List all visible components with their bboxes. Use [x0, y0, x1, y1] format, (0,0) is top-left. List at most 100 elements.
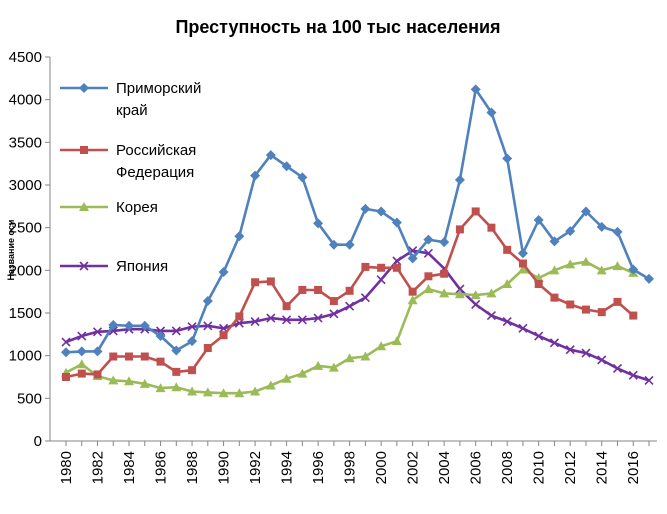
data-point — [218, 267, 229, 278]
y-tick-label: 3000 — [9, 177, 42, 194]
data-point — [345, 286, 354, 295]
data-point — [125, 352, 134, 361]
data-point — [549, 236, 560, 247]
data-point — [454, 289, 465, 299]
x-tick-label: 1990 — [216, 451, 233, 484]
data-point — [345, 301, 355, 311]
data-point — [203, 343, 212, 352]
data-point — [313, 218, 324, 229]
legend-entry-1: Приморский край — [60, 80, 201, 119]
data-point — [79, 202, 89, 211]
data-point — [360, 293, 370, 303]
data-point — [79, 83, 89, 93]
data-point — [502, 278, 513, 288]
data-point — [187, 386, 198, 396]
data-point — [234, 231, 245, 242]
data-point — [612, 261, 623, 271]
data-point — [628, 264, 639, 275]
x-tick-label: 1984 — [121, 451, 138, 484]
y-axis-label: Название оси — [6, 220, 16, 281]
legend-label: Федерация — [116, 164, 194, 181]
data-point — [313, 360, 324, 370]
data-point — [566, 300, 575, 309]
data-point — [423, 234, 434, 245]
series-layer — [61, 84, 654, 398]
data-point — [376, 341, 387, 351]
y-tick-label: 1500 — [9, 305, 42, 322]
data-point — [597, 355, 607, 365]
data-point — [171, 345, 182, 356]
x-tick-label: 1998 — [342, 451, 359, 484]
x-tick-label: 2012 — [562, 451, 579, 484]
data-point — [79, 261, 89, 271]
data-point — [533, 214, 544, 225]
x-tick-label: 1988 — [184, 451, 201, 484]
legend-label: Япония — [116, 258, 168, 275]
data-point — [596, 221, 607, 232]
x-tick-label: 2010 — [531, 451, 548, 484]
legend-entry-4: Япония — [60, 258, 168, 275]
data-point — [314, 285, 323, 294]
data-point — [92, 327, 103, 337]
data-point — [502, 153, 513, 164]
data-point — [392, 256, 402, 266]
data-point — [92, 346, 103, 357]
data-point — [360, 203, 371, 214]
data-point — [550, 293, 559, 302]
data-point — [235, 312, 244, 321]
data-point — [140, 352, 149, 361]
data-point — [376, 275, 386, 285]
data-point — [187, 336, 198, 347]
data-point — [188, 366, 197, 375]
data-point — [580, 206, 591, 217]
data-point — [486, 107, 497, 118]
data-point — [203, 321, 213, 331]
data-point — [407, 253, 418, 264]
y-tick-label: 500 — [17, 390, 42, 407]
data-point — [486, 288, 497, 298]
data-point — [455, 284, 465, 294]
x-tick-label: 2004 — [436, 451, 453, 484]
x-tick-label: 2006 — [468, 451, 485, 484]
data-point — [534, 331, 544, 341]
data-point — [297, 315, 307, 325]
data-point — [471, 299, 481, 310]
data-point — [108, 375, 119, 385]
data-point — [202, 387, 213, 397]
data-point — [109, 352, 118, 361]
data-point — [265, 150, 276, 161]
data-point — [76, 359, 87, 369]
data-point — [76, 346, 87, 357]
data-point — [250, 386, 261, 396]
data-point — [124, 376, 135, 386]
data-point — [580, 256, 591, 266]
data-point — [80, 146, 88, 154]
data-point — [344, 239, 355, 250]
x-tick-label: 2000 — [373, 451, 390, 484]
data-point — [61, 337, 71, 347]
data-point — [440, 269, 449, 278]
data-point — [62, 373, 70, 381]
data-point — [281, 373, 292, 383]
series-1 — [61, 84, 654, 358]
data-point — [391, 336, 402, 346]
data-point — [250, 170, 261, 181]
data-point — [139, 378, 150, 388]
data-point — [77, 331, 87, 341]
legend-label: Российская — [116, 142, 196, 159]
y-tick-label: 4000 — [9, 92, 42, 109]
x-tick-label: 2016 — [625, 451, 642, 484]
y-tick-label: 4500 — [9, 49, 42, 66]
data-point — [392, 263, 401, 272]
data-point — [376, 206, 387, 217]
data-point — [266, 313, 276, 323]
data-point — [503, 245, 512, 254]
data-point — [565, 226, 576, 237]
data-point — [218, 388, 229, 398]
data-point — [61, 347, 71, 358]
data-point — [423, 248, 433, 258]
data-point — [549, 265, 560, 275]
data-point — [644, 273, 654, 284]
data-point — [408, 287, 417, 296]
